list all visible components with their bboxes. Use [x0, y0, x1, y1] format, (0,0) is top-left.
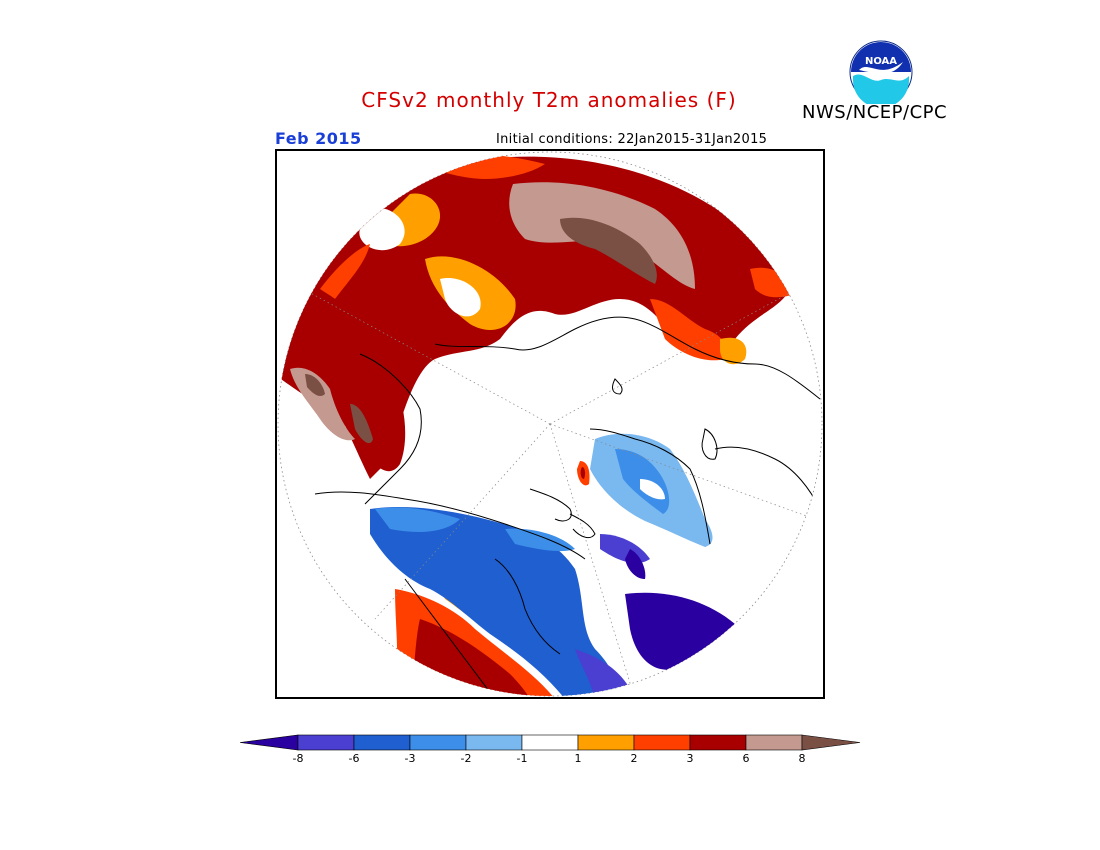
initial-conditions: Initial conditions: 22Jan2015-31Jan2015	[496, 132, 768, 147]
colorbar-tick-label: -6	[348, 752, 360, 765]
colorbar-bin	[297, 734, 355, 751]
colorbar-tick-label: -1	[516, 752, 528, 765]
colorbar-tick-label: 8	[798, 752, 806, 765]
colorbar-tick-label: 2	[630, 752, 638, 765]
colorbar	[240, 734, 861, 751]
colorbar-bin	[577, 734, 635, 751]
coastlines	[314, 316, 821, 696]
colorbar-bin	[409, 734, 467, 751]
colorbar-tick-label: 1	[574, 752, 582, 765]
colorbar-bin	[521, 734, 579, 751]
greenland-cold-anomaly	[577, 433, 713, 547]
colorbar-bin	[353, 734, 411, 751]
hemisphere-outline	[277, 151, 823, 697]
forecast-month: Feb 2015	[275, 129, 362, 148]
colorbar-arrow-low	[240, 734, 299, 751]
colorbar-tick-label: -3	[404, 752, 416, 765]
colorbar-bin	[633, 734, 691, 751]
eurasia-warm-anomaly	[315, 152, 795, 479]
colorbar-arrow-high	[801, 734, 861, 751]
polar-map	[275, 149, 825, 699]
noaa-logo: NOAA	[849, 40, 913, 104]
colorbar-tick-label: 3	[686, 752, 694, 765]
colorbar-tick-label: 6	[742, 752, 750, 765]
graticule	[284, 278, 816, 696]
agency-label: NWS/NCEP/CPC	[802, 102, 948, 123]
colorbar-bin	[745, 734, 803, 751]
title-text: CFSv2 monthly T2m anomalies (F)	[361, 88, 737, 112]
chart-title: CFSv2 monthly T2m anomalies (F)	[0, 88, 1100, 112]
colorbar-bin	[689, 734, 747, 751]
alaska-warm-anomaly	[278, 283, 406, 472]
map-border	[275, 149, 825, 699]
logo-text: NOAA	[865, 56, 897, 67]
colorbar-tick-label: -8	[292, 752, 304, 765]
colorbar-tick-label: -2	[460, 752, 472, 765]
colorbar-bin	[465, 734, 523, 751]
